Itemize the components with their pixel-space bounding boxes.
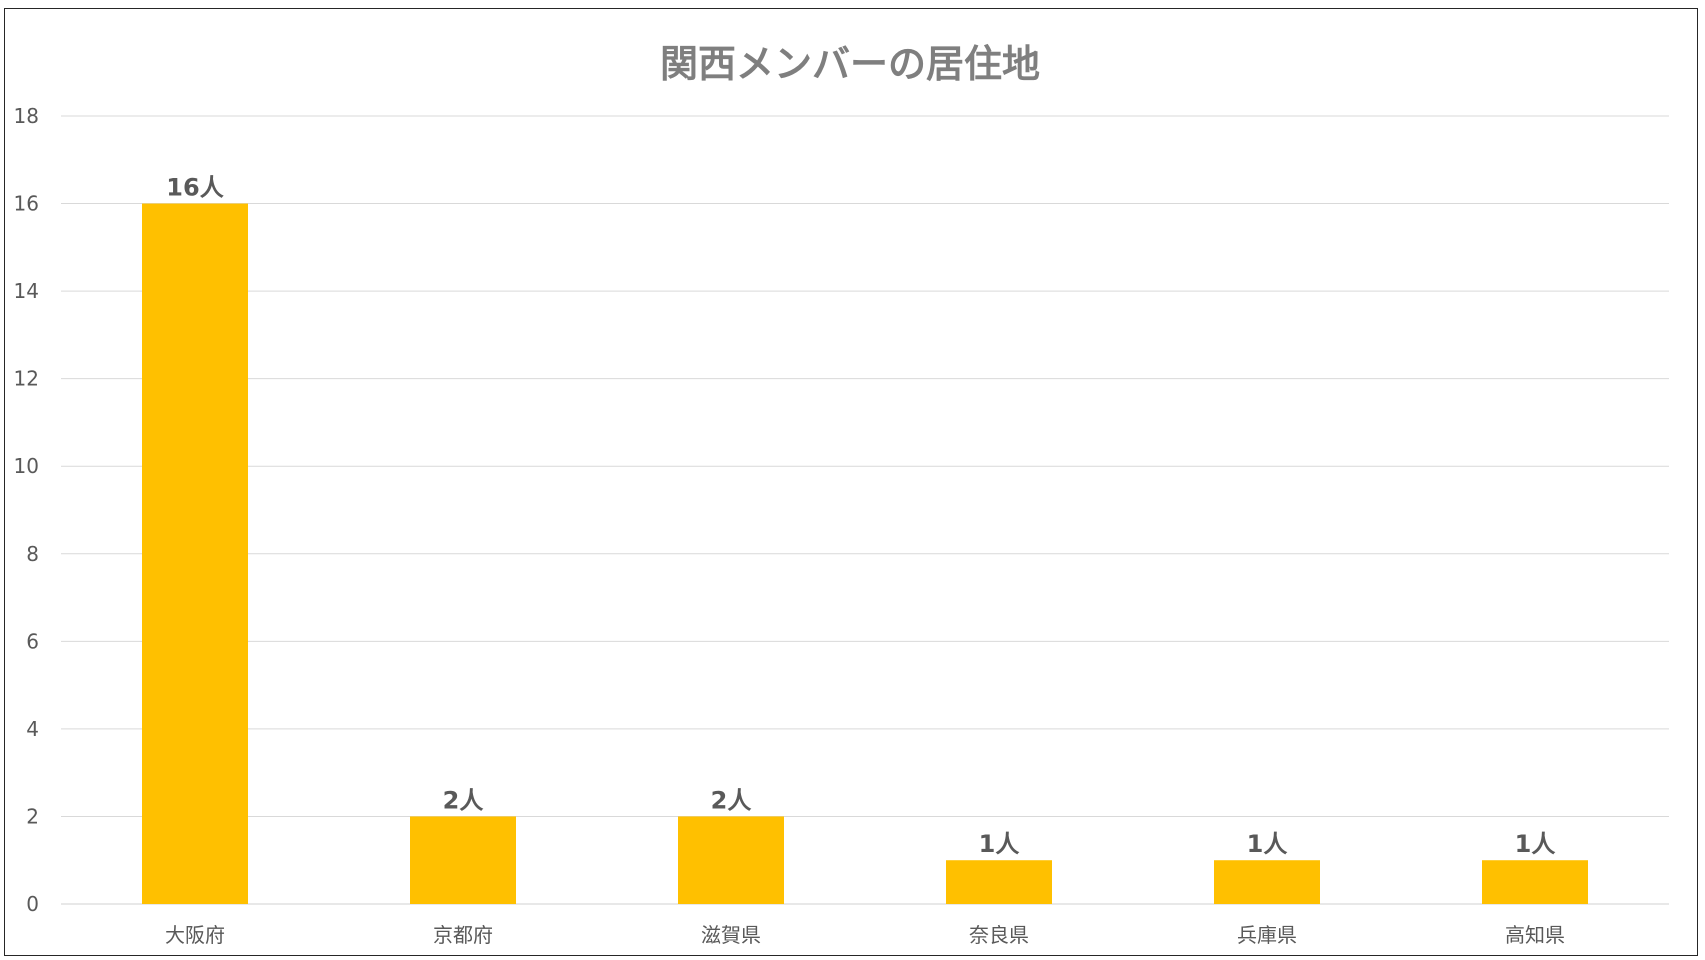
bar bbox=[410, 816, 516, 904]
y-tick-label: 10 bbox=[14, 454, 39, 478]
data-label: 1人 bbox=[1515, 830, 1556, 858]
chart-title: 関西メンバーの居住地 bbox=[660, 42, 1040, 86]
y-tick-label: 14 bbox=[14, 279, 39, 303]
x-tick-label: 高知県 bbox=[1505, 923, 1565, 947]
gridlines bbox=[61, 115, 1669, 905]
y-tick-label: 8 bbox=[26, 542, 39, 566]
bar bbox=[142, 203, 248, 905]
data-label: 2人 bbox=[443, 786, 484, 814]
x-axis-ticks: 大阪府 京都府 滋賀県 奈良県 兵庫県 高知県 bbox=[165, 923, 1565, 947]
bar bbox=[946, 860, 1052, 904]
y-tick-label: 16 bbox=[14, 192, 39, 216]
y-tick-label: 4 bbox=[26, 717, 39, 741]
bar-chart: 関西メンバーの居住地 0 2 4 6 8 10 12 14 16 18 16人 2人 2人 1人 1人 1人… bbox=[14, 42, 1669, 947]
data-labels: 16人 2人 2人 1人 1人 1人 bbox=[166, 174, 1555, 859]
y-tick-label: 0 bbox=[26, 892, 39, 916]
y-tick-label: 6 bbox=[26, 629, 39, 653]
y-tick-label: 18 bbox=[14, 104, 39, 128]
data-label: 1人 bbox=[1247, 830, 1288, 858]
y-axis-ticks: 0 2 4 6 8 10 12 14 16 18 bbox=[14, 104, 39, 916]
y-tick-label: 12 bbox=[14, 367, 39, 391]
data-label: 2人 bbox=[711, 786, 752, 814]
y-tick-label: 2 bbox=[26, 804, 39, 828]
x-tick-label: 大阪府 bbox=[165, 923, 225, 947]
bar bbox=[1214, 860, 1320, 904]
data-label: 16人 bbox=[166, 174, 223, 202]
bar bbox=[678, 816, 784, 904]
x-tick-label: 兵庫県 bbox=[1237, 923, 1297, 947]
x-tick-label: 京都府 bbox=[433, 923, 493, 947]
data-label: 1人 bbox=[979, 830, 1020, 858]
bars bbox=[142, 203, 1588, 905]
chart-frame: 関西メンバーの居住地 0 2 4 6 8 10 12 14 16 18 16人 2人 2人 1人 1人 1人… bbox=[4, 8, 1698, 956]
bar bbox=[1482, 860, 1588, 904]
x-tick-label: 滋賀県 bbox=[701, 923, 761, 947]
x-tick-label: 奈良県 bbox=[969, 923, 1029, 947]
